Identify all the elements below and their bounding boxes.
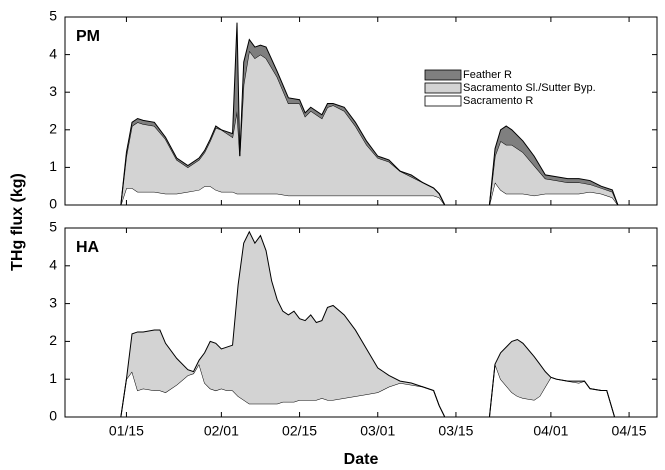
- y-tick-label: 2: [49, 332, 57, 348]
- x-tick-label: 02/01: [204, 423, 239, 439]
- y-tick-label: 5: [49, 219, 57, 235]
- legend-label: Sacramento Sl./Sutter Byp.: [463, 82, 596, 94]
- area-edge: [65, 230, 657, 418]
- legend-swatch: [424, 95, 462, 107]
- y-tick-label: 3: [49, 294, 57, 310]
- x-axis-label: Date: [344, 451, 379, 468]
- y-tick-label: 1: [49, 370, 57, 386]
- y-tick-label: 3: [49, 83, 57, 99]
- x-tick-label: 01/15: [109, 423, 144, 439]
- x-tick-label: 03/01: [360, 423, 395, 439]
- y-tick-label: 1: [49, 158, 57, 174]
- panel-label: PM: [76, 28, 100, 45]
- x-tick-label: 03/15: [438, 423, 473, 439]
- area: [65, 231, 657, 417]
- x-tick-label: 02/15: [282, 423, 317, 439]
- area-edge: [65, 22, 657, 206]
- x-tick-label: 04/01: [533, 423, 568, 439]
- area: [65, 22, 657, 205]
- legend-label: Feather R: [463, 69, 512, 81]
- y-tick-label: 5: [49, 8, 57, 24]
- x-tick-label: 04/15: [612, 423, 647, 439]
- y-tick-label: 4: [49, 257, 57, 273]
- area: [65, 364, 657, 417]
- legend-swatch: [424, 69, 462, 81]
- panel-label: HA: [76, 239, 100, 256]
- legend-swatch: [424, 82, 462, 94]
- plot-frame: [64, 16, 658, 206]
- y-tick-label: 0: [49, 196, 57, 212]
- area: [65, 50, 657, 206]
- plot-frame: [64, 227, 658, 418]
- y-tick-label: 4: [49, 45, 57, 61]
- y-axis-label: THg flux (kg): [9, 173, 26, 271]
- y-tick-label: 0: [49, 408, 57, 424]
- y-tick-label: 2: [49, 121, 57, 137]
- legend-label: Sacramento R: [463, 95, 533, 107]
